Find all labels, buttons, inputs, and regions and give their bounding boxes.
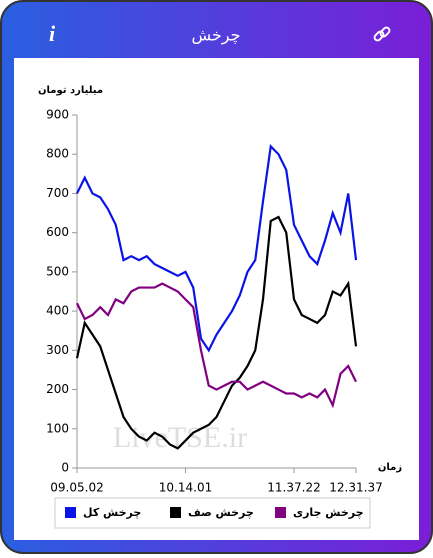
x-tick-label: 09.05.02 [50,481,103,495]
series-line [76,144,358,353]
legend-swatch [170,507,181,518]
legend-box [54,497,371,529]
legend-label: چرخش کل [83,506,141,519]
x-tick-label: 12.31.37 [329,481,382,495]
y-tick-label: 500 [46,264,69,278]
legend-label: چرخش صف [188,506,254,519]
y-tick-label: 700 [46,186,69,200]
y-tick-label: 600 [46,225,69,239]
y-axis-label: میلیارد تومان [38,85,103,96]
series-line [76,282,357,409]
card [14,58,419,540]
legend-swatch [65,507,76,518]
y-tick-label: 200 [46,382,69,396]
legend-swatch [275,507,286,518]
y-tick-label: 300 [46,343,69,357]
legend-label: چرخش جاری [293,506,364,519]
x-tick-label: 10.14.01 [159,481,212,495]
header-title: چرخش [191,26,240,46]
y-tick-label: 400 [46,304,69,318]
x-tick-label: 11.37.22 [267,481,320,495]
y-tick-label: 0 [61,461,69,475]
x-axis-label: زمان [378,462,402,473]
series-line [75,215,358,450]
link-button[interactable] [373,26,391,42]
y-tick-label: 800 [46,147,69,161]
info-button[interactable]: i [49,21,56,46]
y-tick-label: 100 [46,421,69,435]
watermark: LiveTSE.ir [113,421,247,454]
y-tick-label: 900 [46,108,69,122]
